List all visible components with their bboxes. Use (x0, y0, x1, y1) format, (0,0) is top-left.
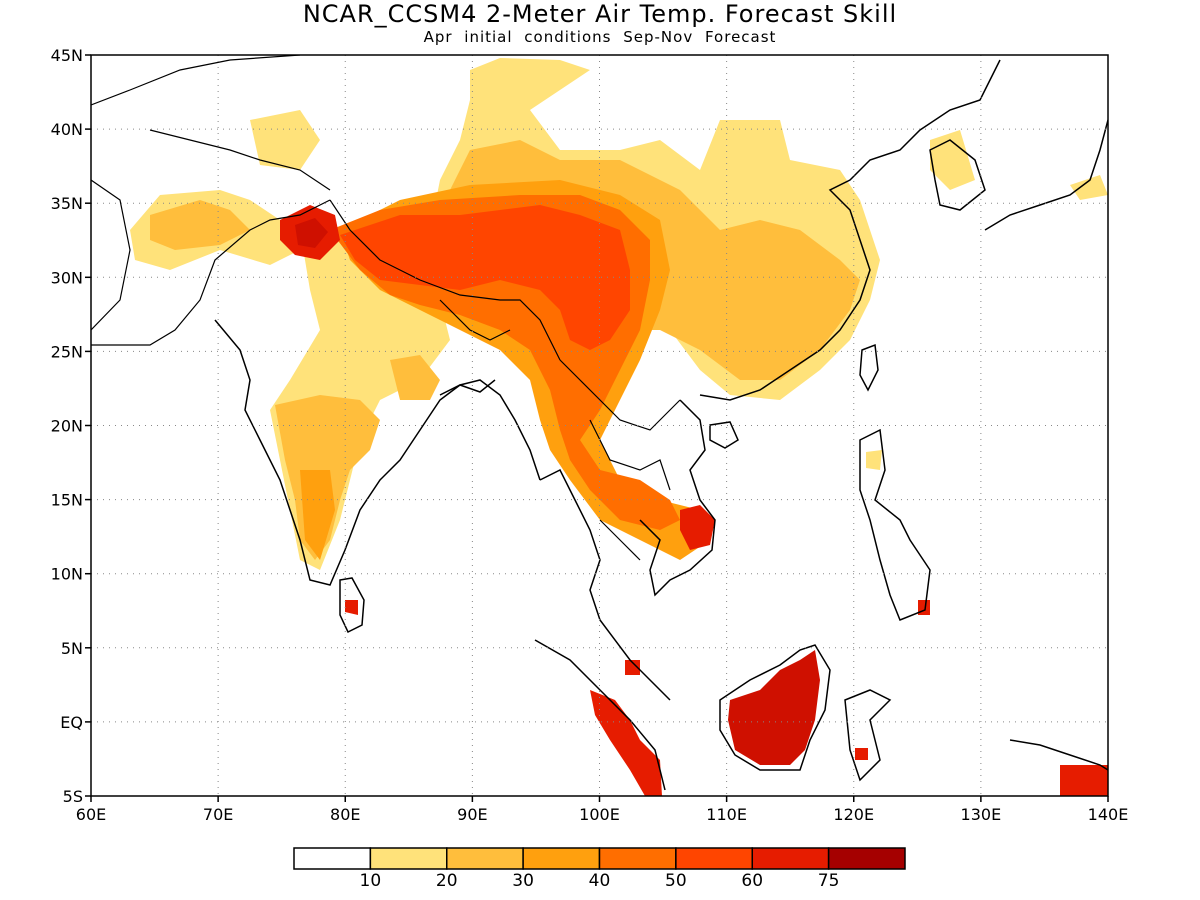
y-tick-label: 30N (51, 268, 83, 287)
x-axis: 60E 70E 80E 90E 100E 110E 120E 130E 140E (76, 796, 1129, 824)
skill-region-tibet-core (340, 205, 630, 350)
y-tick-label: 5S (63, 787, 83, 806)
colorbar-label: 60 (741, 871, 763, 891)
japan-coastline (984, 119, 1108, 231)
skill-region-sulawesi (855, 748, 868, 760)
taiwan-coastline (859, 343, 879, 392)
skill-region-borneo (728, 650, 820, 765)
colorbar-label: 10 (360, 871, 382, 891)
y-tick-label: 45N (51, 46, 83, 65)
colorbar-label: 40 (589, 871, 611, 891)
x-tick-label: 90E (457, 805, 487, 824)
skill-region-sumatra-north (625, 660, 640, 675)
skill-region-east-mongolia (930, 130, 975, 190)
map-title: NCAR_CCSM4 2-Meter Air Temp. Forecast Sk… (302, 0, 898, 28)
y-tick-label: EQ (60, 713, 83, 732)
colorbar-label: 20 (436, 871, 458, 891)
skill-region-west-asia-core (150, 200, 250, 250)
china-coastline (699, 59, 1001, 401)
sulawesi-coastline (844, 689, 892, 782)
colorbar-bin (598, 847, 677, 870)
skill-region-japan (1070, 175, 1108, 200)
skill-region-southern-vietnam (680, 505, 715, 550)
colorbar-bin (827, 847, 906, 870)
new-guinea-coastline (1009, 739, 1108, 771)
y-tick-label: 15N (51, 491, 83, 510)
colorbar-label: 50 (665, 871, 687, 891)
skill-region-sumatra (590, 690, 662, 796)
y-tick-label: 25N (51, 342, 83, 361)
hainan-coastline (709, 421, 739, 449)
bengal-coastline (439, 379, 496, 396)
sri-lanka-coastline (339, 577, 365, 634)
skill-region-india-central-core (300, 470, 335, 560)
colorbar-bin (522, 847, 601, 870)
skill-region-central-asia (250, 110, 320, 170)
colorbar-bin (751, 847, 830, 870)
colorbar-bin (369, 847, 448, 870)
map-subtitle: Apr initial conditions Sep-Nov Forecast (423, 28, 777, 46)
indochina-coastline (539, 468, 671, 701)
x-tick-label: 80E (330, 805, 360, 824)
colorbar-label: 30 (512, 871, 534, 891)
philippines-coastline (859, 428, 931, 621)
y-tick-label: 35N (51, 194, 83, 213)
colorbar-bin (293, 847, 372, 870)
y-tick-label: 5N (61, 639, 83, 658)
border-lines (91, 55, 681, 561)
skill-region-new-guinea (1060, 765, 1108, 796)
colorbar: 10 20 30 40 50 60 75 (293, 847, 906, 891)
india-coastline (214, 319, 541, 586)
y-tick-label: 10N (51, 565, 83, 584)
coastline-layer (91, 55, 1108, 791)
skill-shading-layer (130, 58, 1108, 796)
borneo-coastline (719, 644, 831, 771)
x-tick-label: 120E (833, 805, 874, 824)
skill-region-philippines (866, 450, 882, 470)
y-tick-label: 20N (51, 417, 83, 436)
y-tick-label: 40N (51, 120, 83, 139)
skill-region-pakistan-core (295, 218, 328, 248)
y-axis: 45N 40N 35N 30N 25N 20N 15N 10N 5N EQ 5S (51, 46, 91, 806)
x-tick-label: 100E (579, 805, 620, 824)
colorbar-bin (446, 847, 524, 870)
x-tick-label: 140E (1088, 805, 1129, 824)
korea-coastline (929, 139, 986, 211)
x-tick-label: 110E (706, 805, 747, 824)
skill-region-bengal (390, 355, 440, 400)
x-tick-label: 130E (961, 805, 1002, 824)
vietnam-coastline (639, 399, 716, 597)
skill-region-sri-lanka (345, 600, 358, 615)
x-tick-label: 60E (76, 805, 106, 824)
colorbar-label: 75 (818, 871, 840, 891)
sumatra-coastline (534, 639, 666, 791)
x-tick-label: 70E (203, 805, 233, 824)
colorbar-bin (675, 847, 753, 870)
